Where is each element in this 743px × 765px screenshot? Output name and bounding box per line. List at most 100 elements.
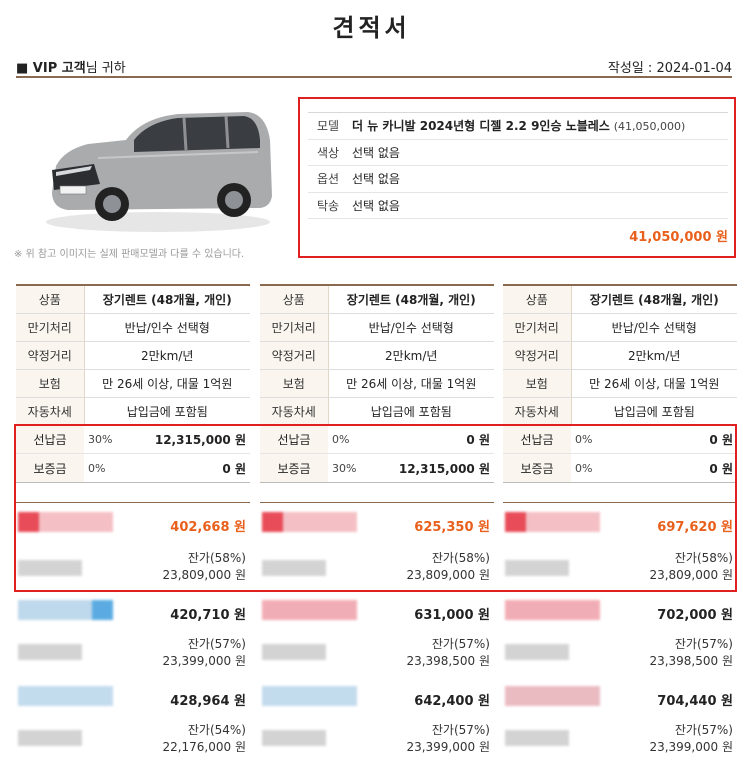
redacted-lender-name xyxy=(505,644,569,660)
spec-value: 납입금에 포함됨 xyxy=(571,397,737,426)
residual-info: 잔가(57%) 23,399,000 원 xyxy=(406,722,490,756)
deposit-row: 보증금 0% 0 원 xyxy=(503,454,737,482)
spec-value: 납입금에 포함됨 xyxy=(84,397,250,426)
image-disclaimer: ※ 위 참고 이미지는 실제 판매모델과 다를 수 있습니다. xyxy=(14,249,245,260)
spec-key: 보험 xyxy=(16,369,85,398)
prepayment-pct: 30% xyxy=(88,433,113,446)
redacted-lender-logo xyxy=(505,686,600,706)
monthly-price: 642,400 원 xyxy=(414,694,490,709)
redacted-lender-name xyxy=(18,730,82,746)
header-row: ■ VIP 고객님 귀하 작성일 : 2024-01-04 xyxy=(16,54,732,78)
spec-key: 약정거리 xyxy=(503,341,572,370)
redacted-lender-name xyxy=(505,560,569,576)
offer-3: 642,400 원 잔가(57%) 23,399,000 원 xyxy=(260,678,494,762)
spec-value: 2만km/년 xyxy=(328,341,494,370)
prepayment-amount: 0 원 xyxy=(466,433,490,447)
deposit-key: 보증금 xyxy=(503,454,571,482)
prepayment-key: 선납금 xyxy=(503,426,571,453)
offer-divider xyxy=(16,502,250,503)
prepayment-row: 선납금 0% 0 원 xyxy=(503,426,737,454)
quote-column-1: 상품 장기렌트 (48개월, 개인) 만기처리 반납/인수 선택형 약정거리 2만km… xyxy=(16,284,250,426)
redacted-lender-name xyxy=(505,730,569,746)
residual-amount: 23,809,000 원 xyxy=(406,568,490,582)
residual-percent: 잔가(54%) xyxy=(187,723,246,737)
offer-best-1: 402,668 원 잔가(58%) 23,809,000 원 xyxy=(16,502,250,586)
residual-percent: 잔가(58%) xyxy=(431,551,490,565)
residual-info: 잔가(57%) 23,399,000 원 xyxy=(649,722,733,756)
residual-percent: 잔가(58%) xyxy=(187,551,246,565)
spec-value: 2만km/년 xyxy=(571,341,737,370)
deposit-pct: 0% xyxy=(575,461,593,475)
delivery-row: 탁송 선택 없음 xyxy=(308,192,728,219)
residual-amount: 23,399,000 원 xyxy=(162,654,246,668)
residual-info: 잔가(54%) 22,176,000 원 xyxy=(162,722,246,756)
prepayment-pct: 0% xyxy=(575,433,593,446)
residual-info: 잔가(57%) 23,399,000 원 xyxy=(162,636,246,670)
spec-key: 보험 xyxy=(503,369,572,398)
spec-value: 장기렌트 (48개월, 개인) xyxy=(571,285,737,314)
spec-value: 납입금에 포함됨 xyxy=(328,397,494,426)
residual-amount: 23,398,500 원 xyxy=(406,654,490,668)
prepayment-row: 선납금 30% 12,315,000 원 xyxy=(16,426,250,454)
color-row: 색상 선택 없음 xyxy=(308,139,728,166)
redacted-lender-logo xyxy=(18,686,113,706)
spec-table: 상품 장기렌트 (48개월, 개인) 만기처리 반납/인수 선택형 약정거리 2만km… xyxy=(503,284,737,426)
residual-percent: 잔가(57%) xyxy=(431,723,490,737)
offer-3: 704,440 원 잔가(57%) 23,399,000 원 xyxy=(503,678,737,762)
monthly-price: 420,710 원 xyxy=(170,608,246,623)
model-table: 모델 더 뉴 카니발 2024년형 디젤 2.2 9인승 노블레스 (41,05… xyxy=(308,112,728,219)
redacted-lender-logo xyxy=(505,512,600,532)
deposit-amount: 0 원 xyxy=(222,461,246,476)
deposit-row: 보증금 30% 12,315,000 원 xyxy=(260,454,494,482)
model-base-price: (41,050,000) xyxy=(613,120,686,134)
option-row: 옵션 선택 없음 xyxy=(308,165,728,193)
payment-block-2: 선납금 0% 0 원 보증금 30% 12,315,000 원 xyxy=(260,425,494,483)
quote-column-3: 상품 장기렌트 (48개월, 개인) 만기처리 반납/인수 선택형 약정거리 2만km… xyxy=(503,284,737,426)
redacted-lender-name xyxy=(262,560,326,576)
residual-info: 잔가(57%) 23,398,500 원 xyxy=(649,636,733,670)
prepayment-pct: 0% xyxy=(332,433,350,446)
residual-info: 잔가(58%) 23,809,000 원 xyxy=(406,550,490,584)
prepayment-amount: 12,315,000 원 xyxy=(154,433,246,447)
residual-info: 잔가(57%) 23,398,500 원 xyxy=(406,636,490,670)
monthly-price: 428,964 원 xyxy=(170,694,246,709)
monthly-price: 697,620 원 xyxy=(657,520,733,535)
offer-divider xyxy=(503,502,737,503)
monthly-price: 702,000 원 xyxy=(657,608,733,623)
model-value: 더 뉴 카니발 2024년형 디젤 2.2 9인승 노블레스 (41,050,0… xyxy=(348,112,728,140)
spec-key: 상품 xyxy=(503,285,572,314)
residual-info: 잔가(58%) 23,809,000 원 xyxy=(649,550,733,584)
delivery-value: 선택 없음 xyxy=(348,192,728,219)
redacted-lender-logo xyxy=(18,600,113,620)
redacted-lender-logo xyxy=(262,600,357,620)
spec-value: 장기렌트 (48개월, 개인) xyxy=(84,285,250,314)
spec-value: 반납/인수 선택형 xyxy=(84,313,250,342)
monthly-price: 631,000 원 xyxy=(414,608,490,623)
residual-amount: 23,809,000 원 xyxy=(649,568,733,582)
residual-amount: 23,399,000 원 xyxy=(406,740,490,754)
residual-amount: 23,809,000 원 xyxy=(162,568,246,582)
spec-value: 만 26세 이상, 대물 1억원 xyxy=(84,369,250,398)
issue-date: 작성일 : 2024-01-04 xyxy=(607,60,732,76)
spec-key: 만기처리 xyxy=(260,313,329,342)
prepayment-row: 선납금 0% 0 원 xyxy=(260,426,494,454)
deposit-amount: 0 원 xyxy=(709,461,733,476)
monthly-price: 704,440 원 xyxy=(657,694,733,709)
header-divider xyxy=(16,76,732,78)
spec-key: 상품 xyxy=(260,285,329,314)
deposit-key: 보증금 xyxy=(260,454,328,482)
spec-value: 반납/인수 선택형 xyxy=(328,313,494,342)
customer-greeting: ■ VIP 고객님 귀하 xyxy=(16,57,126,76)
spec-key: 자동차세 xyxy=(16,397,85,426)
delivery-key: 탁송 xyxy=(308,192,348,219)
model-row: 모델 더 뉴 카니발 2024년형 디젤 2.2 9인승 노블레스 (41,05… xyxy=(308,112,728,140)
prepayment-key: 선납금 xyxy=(16,426,84,453)
offer-best-1: 625,350 원 잔가(58%) 23,809,000 원 xyxy=(260,502,494,586)
offer-best-1: 697,620 원 잔가(58%) 23,809,000 원 xyxy=(503,502,737,586)
document-title: 견적서 xyxy=(332,14,411,42)
redacted-lender-name xyxy=(18,560,82,576)
offer-3: 428,964 원 잔가(54%) 22,176,000 원 xyxy=(16,678,250,762)
spec-key: 약정거리 xyxy=(260,341,329,370)
residual-percent: 잔가(57%) xyxy=(674,723,733,737)
spec-value: 장기렌트 (48개월, 개인) xyxy=(328,285,494,314)
